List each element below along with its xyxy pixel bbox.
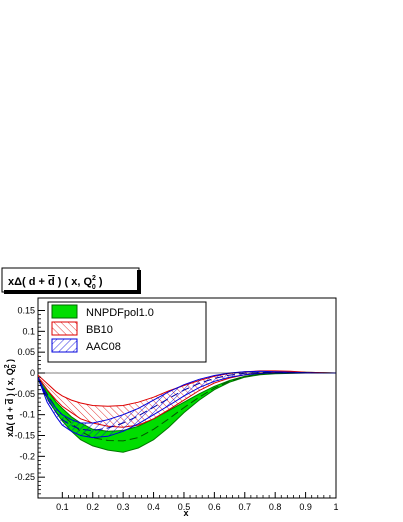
band-bb10	[38, 370, 336, 428]
x-tick-label: 0.4	[147, 502, 160, 512]
y-tick-label: -0.05	[14, 389, 35, 399]
bands	[38, 370, 336, 453]
band-aac08-central	[38, 371, 336, 432]
legend: NNPDFpol1.0 BB10 AAC08	[47, 301, 207, 363]
y-tick-label: -0.1	[19, 410, 35, 420]
x-tick-label: 0.3	[117, 502, 130, 512]
x-tick-label: 0.1	[56, 502, 69, 512]
legend-label-nnpdf: NNPDFpol1.0	[86, 307, 154, 319]
y-ticks: 0.15 0.1 0.05 0 -0.05 -0.1 -0.15 -0.2 -0.25	[14, 306, 45, 495]
x-tick-label: 1	[333, 502, 338, 512]
x-tick-label: 0.9	[299, 502, 312, 512]
y-tick-label: -0.2	[19, 451, 35, 461]
legend-label-aac08: AAC08	[86, 341, 121, 353]
x-tick-label: 0.8	[269, 502, 282, 512]
y-tick-label: 0.05	[17, 347, 35, 357]
y-tick-label: -0.15	[14, 431, 35, 441]
x-tick-label: 0.6	[208, 502, 221, 512]
y-tick-label: 0	[30, 368, 35, 378]
x-tick-label: 0.5	[178, 502, 191, 512]
legend-swatch-bb10	[51, 321, 78, 336]
y-tick-label: 0.1	[22, 326, 35, 336]
x-ticks: 0.1 0.2 0.3 0.4 0.5 0.6 0.7 0.8 0.9 1	[56, 492, 339, 512]
legend-swatch-aac08	[51, 338, 78, 353]
y-tick-label: 0.15	[17, 306, 35, 316]
x-tick-label: 0.2	[86, 502, 99, 512]
legend-label-bb10: BB10	[86, 324, 113, 336]
y-axis-label: xΔ( d + d ) ( x, Q20 )	[4, 359, 18, 437]
title-box: xΔ( d + d ) ( x, Q2 0 )	[1, 267, 141, 294]
title-dbar: d	[48, 276, 55, 288]
y-tick-label: -0.25	[14, 472, 35, 482]
chart-title: xΔ( d + d ) ( x, Q2 0 )	[8, 275, 103, 291]
legend-swatch-nnpdf	[51, 304, 78, 319]
x-axis-label: x	[183, 508, 188, 518]
x-tick-label: 0.7	[239, 502, 252, 512]
